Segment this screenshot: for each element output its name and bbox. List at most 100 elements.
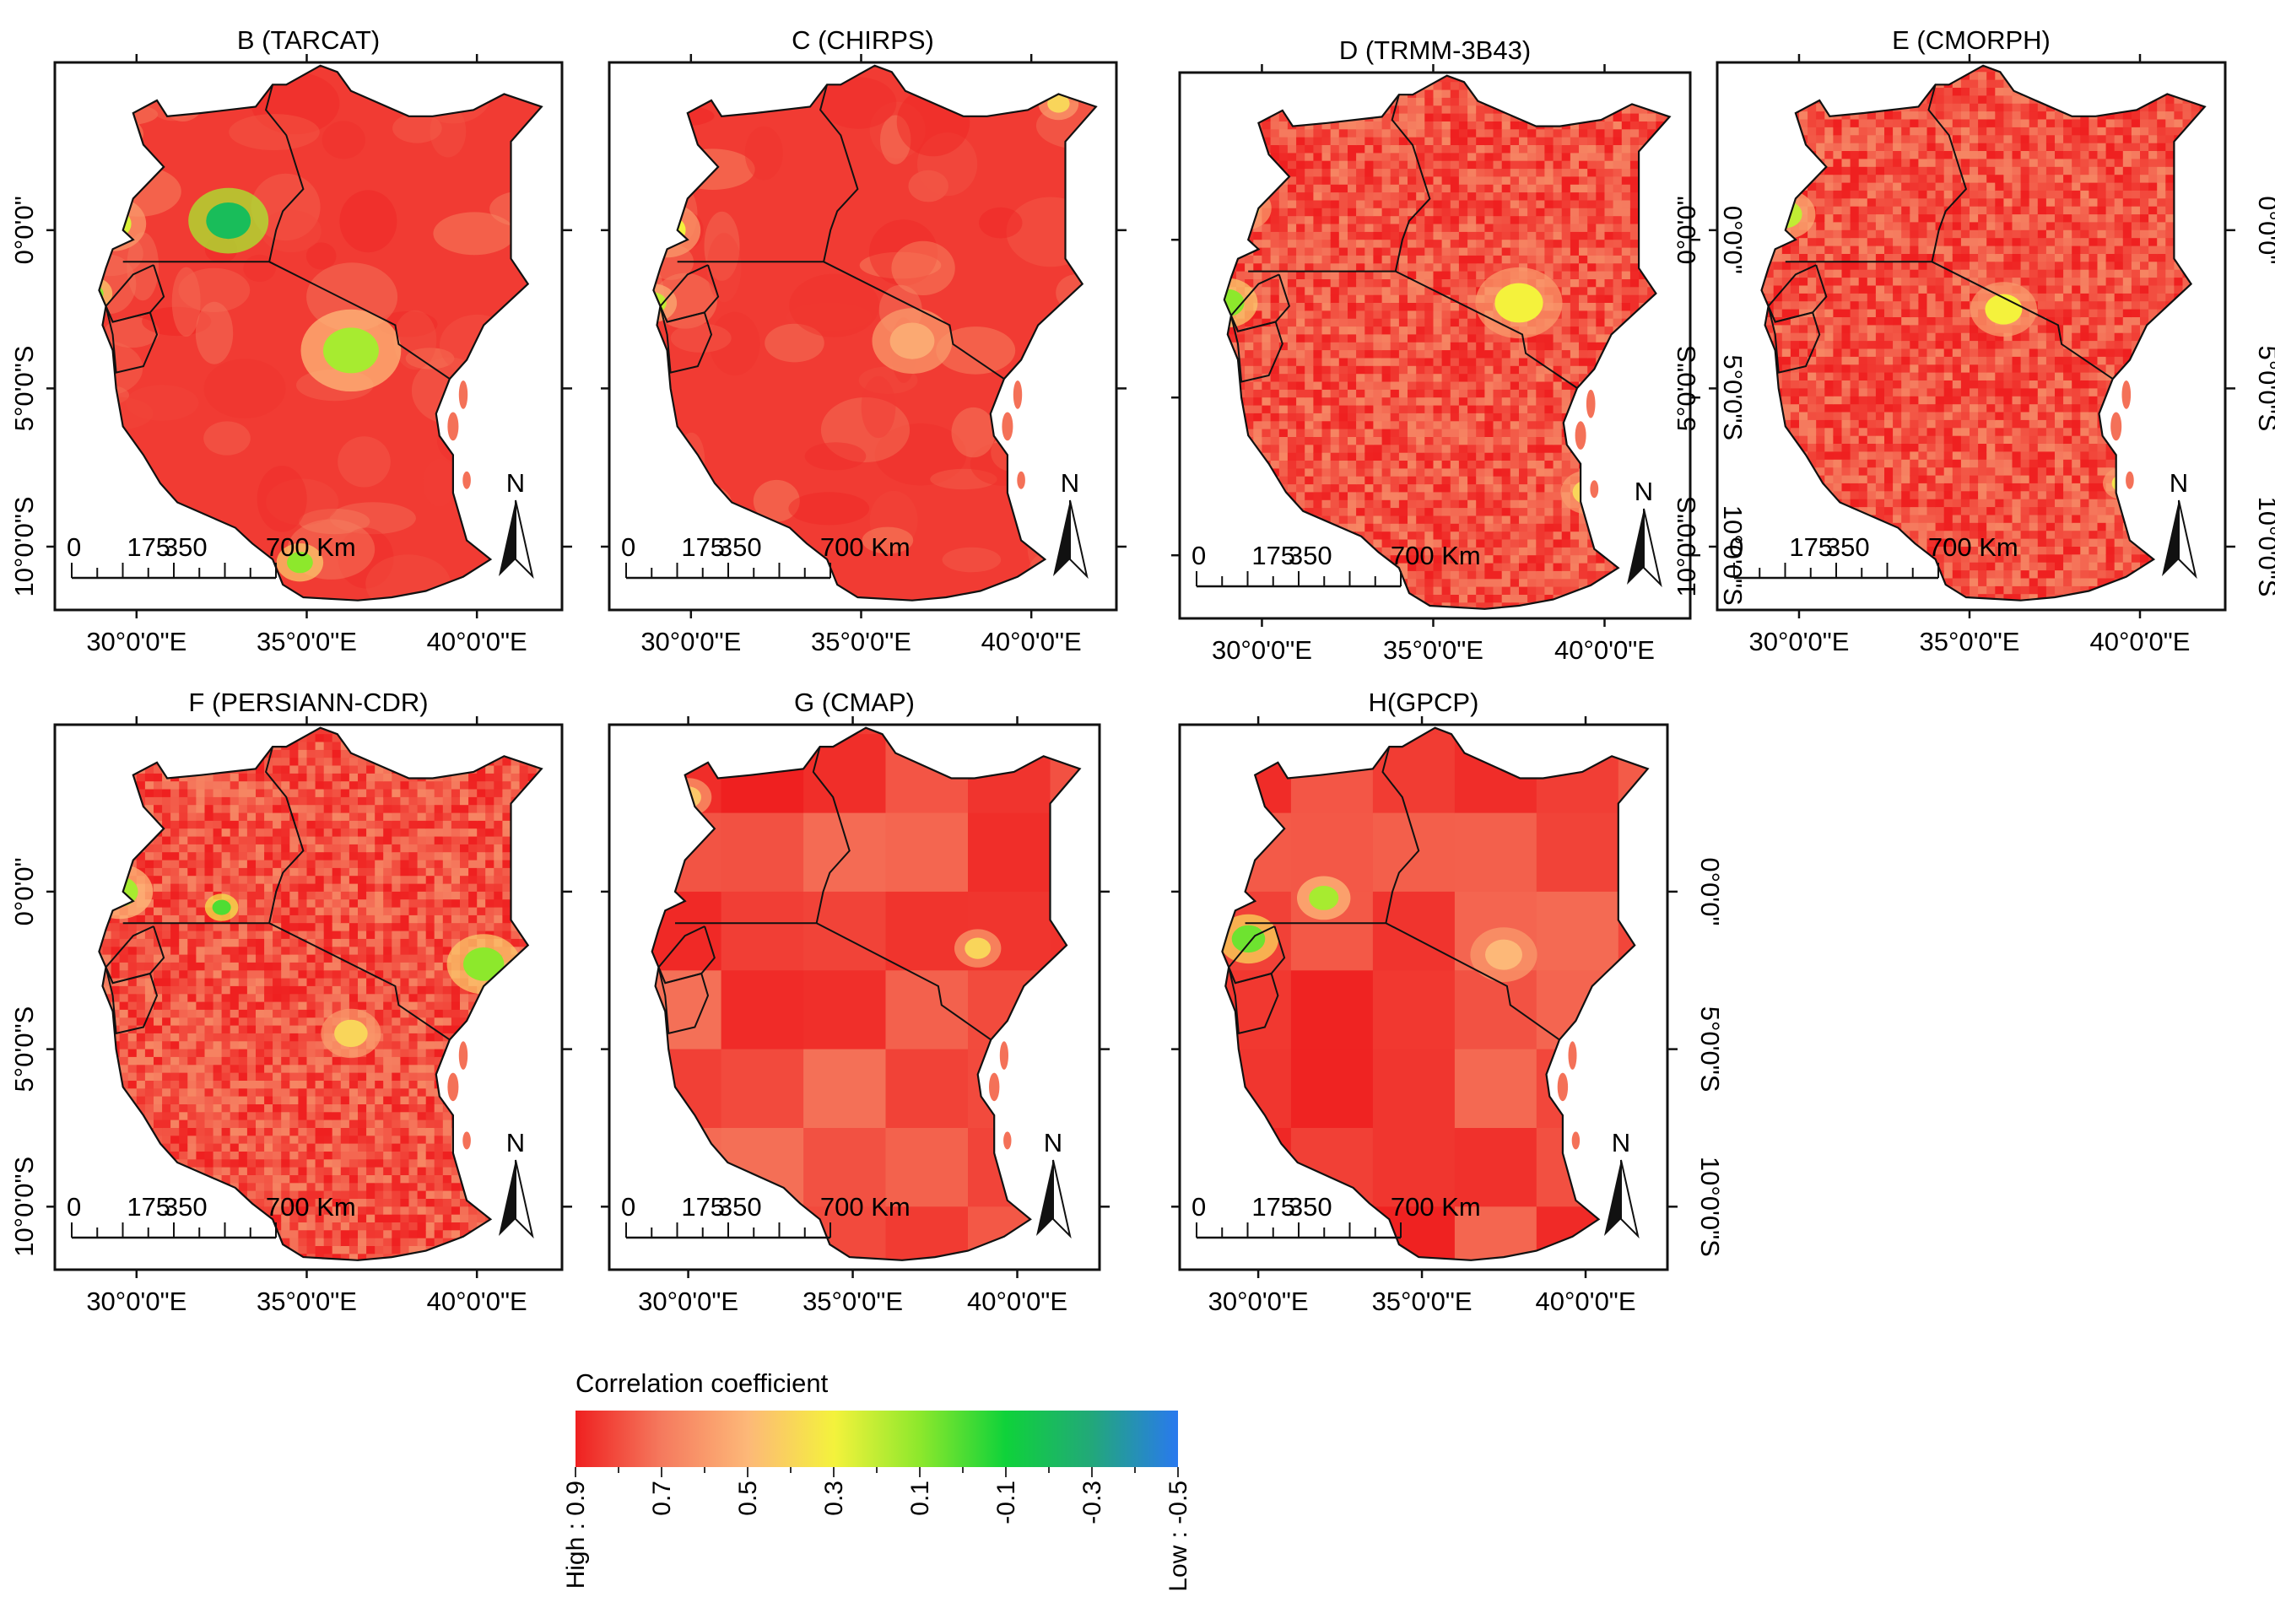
grid-cell (1424, 389, 1435, 398)
grid-cell (1841, 585, 1851, 596)
grid-cell (1647, 429, 1657, 438)
grid-cell (1408, 563, 1417, 572)
grid-cell (1262, 476, 1272, 485)
grid-cell (1553, 555, 1563, 564)
grid-cell (1224, 531, 1229, 541)
grid-cell (1458, 129, 1468, 138)
grid-cell (1408, 247, 1417, 256)
grid-cell (1761, 483, 1766, 493)
grid-cell (1664, 602, 1670, 609)
grid-cell (1262, 595, 1272, 604)
grid-cell (1224, 224, 1229, 233)
grid-cell (1356, 247, 1366, 256)
grid-cell (1527, 452, 1537, 461)
grid-cell (1510, 492, 1520, 501)
grid-cell (1858, 159, 1868, 168)
grid-cell (1790, 293, 1800, 303)
grid-cell (1587, 240, 1597, 249)
grid-cell (1338, 539, 1348, 548)
grid-cell (1245, 595, 1255, 604)
grid-cell (1544, 350, 1554, 359)
grid-cell (1773, 444, 1783, 453)
grid-cell (1287, 365, 1297, 375)
grid-cell (1570, 105, 1580, 115)
grid-cell (1441, 97, 1451, 106)
grid-cell (1501, 547, 1511, 556)
grid-cell (1450, 413, 1460, 422)
grid-cell (1313, 169, 1323, 178)
grid-cell (1424, 231, 1435, 240)
grid-cell (1424, 484, 1435, 494)
grid-cell (1441, 468, 1451, 477)
grid-cell (1211, 397, 1220, 406)
grid-cell (1621, 523, 1631, 532)
grid-cell (1211, 516, 1220, 525)
grid-cell (1424, 468, 1435, 477)
grid-cell (1211, 310, 1220, 319)
texture-patch (229, 114, 320, 151)
grid-cell (1287, 429, 1297, 438)
grid-cell (1262, 271, 1272, 280)
grid-cell (1270, 452, 1280, 461)
grid-cell (1373, 452, 1383, 461)
grid-cell (1493, 586, 1503, 596)
grid-cell (1748, 436, 1757, 445)
grid-cell (1424, 200, 1435, 209)
grid-cell (1330, 421, 1340, 430)
grid-cell (1519, 595, 1528, 604)
grid-cell (1621, 389, 1631, 398)
texture-patch (99, 397, 154, 430)
grid-cell (1824, 396, 1835, 405)
grid-cell (1824, 380, 1835, 390)
grid-cell (1408, 515, 1417, 525)
grid-cell (1441, 318, 1451, 327)
grid-cell (1850, 522, 1860, 531)
grid-cell (1398, 105, 1408, 115)
grid-cell (1867, 159, 1877, 168)
grid-cell (1748, 135, 1757, 143)
grid-cell (1211, 248, 1220, 256)
grid-cell (1433, 492, 1443, 501)
grid-cell (1761, 547, 1766, 556)
grid-cell (1330, 318, 1340, 327)
grid-cell (1553, 586, 1563, 596)
grid-cell (1493, 429, 1503, 438)
grid-cell (1330, 476, 1340, 485)
grid-cell (1587, 555, 1597, 564)
grid-cell (1441, 358, 1451, 367)
grid-cell (1321, 429, 1332, 438)
grid-cell (1629, 602, 1640, 609)
grid-cell (1476, 531, 1486, 541)
grid-cell (1236, 97, 1246, 106)
grid-cell (1596, 555, 1606, 564)
texture-patch (437, 417, 487, 464)
grid-cell (1561, 570, 1571, 580)
grid-cell (1519, 429, 1528, 438)
grid-cell (1381, 413, 1391, 422)
grid-cell (1629, 176, 1640, 186)
grid-cell (1321, 113, 1332, 122)
grid-cell (1816, 222, 1826, 231)
grid-cell (1761, 348, 1766, 358)
grid-cell (1296, 184, 1306, 193)
grid-cell (1330, 342, 1340, 351)
grid-cell (1390, 303, 1400, 312)
grid-cell (1211, 185, 1220, 193)
grid-cell (1493, 468, 1503, 477)
grid-cell (1441, 113, 1451, 122)
grid-cell (1596, 365, 1606, 375)
grid-cell (1629, 595, 1640, 604)
grid-cell (1484, 105, 1494, 115)
grid-cell (1356, 184, 1366, 193)
grid-cell (1867, 507, 1877, 516)
grid-cell (1875, 72, 1885, 81)
grid-cell (1245, 263, 1255, 272)
grid-cell (1493, 452, 1503, 461)
grid-cell (1450, 539, 1460, 548)
grid-cell (1433, 595, 1443, 604)
grid-cell (1527, 531, 1537, 541)
grid-cell (1579, 555, 1588, 564)
grid-cell (1398, 523, 1408, 532)
grid-cell (1824, 435, 1835, 445)
grid-cell (1833, 127, 1843, 137)
